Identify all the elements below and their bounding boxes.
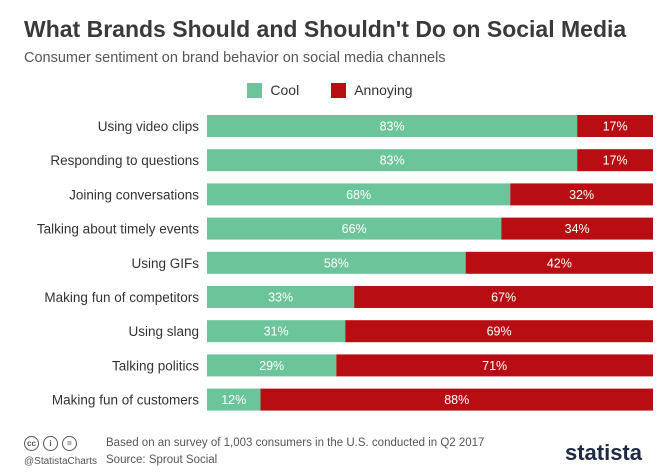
footer: cc i = @StatistaCharts Based on an surve… (24, 434, 644, 468)
data-label-cool: 83% (380, 120, 405, 134)
data-label-annoying: 17% (603, 154, 628, 168)
legend-label-cool: Cool (270, 82, 300, 98)
source-text: Source: Sprout Social (106, 454, 218, 466)
bar-annoying (260, 388, 653, 411)
data-label-cool: 33% (268, 291, 293, 305)
data-label-cool: 68% (346, 188, 371, 202)
category-label: Making fun of competitors (44, 290, 199, 305)
bar-cool (207, 115, 578, 137)
chart-title: What Brands Should and Shouldn't Do on S… (24, 16, 627, 42)
data-label-cool: 12% (221, 393, 246, 407)
category-label: Talking about timely events (37, 222, 199, 237)
legend-swatch-annoying (331, 82, 347, 98)
bar-cool (207, 183, 511, 206)
legend-label-annoying: Annoying (354, 82, 413, 98)
data-label-cool: 31% (264, 325, 289, 339)
data-label-cool: 83% (380, 154, 405, 168)
chart-subtitle: Consumer sentiment on brand behavior on … (24, 50, 446, 66)
data-label-annoying: 88% (444, 393, 469, 407)
bar-cool (207, 388, 261, 411)
category-label: Talking politics (112, 358, 199, 373)
legend: Cool Annoying (0, 82, 660, 98)
data-label-cool: 58% (324, 256, 349, 270)
data-label-annoying: 17% (603, 120, 628, 134)
bar-annoying (577, 149, 653, 172)
license-icons: cc i = (24, 436, 81, 451)
attribution-icon: i (43, 436, 58, 451)
bar-annoying (501, 217, 653, 240)
category-label: Using GIFs (131, 256, 199, 271)
data-label-annoying: 71% (482, 359, 507, 373)
bar-annoying (577, 115, 653, 137)
category-label: Using video clips (98, 119, 200, 134)
data-label-annoying: 34% (565, 222, 590, 236)
category-label: Using slang (128, 324, 199, 339)
legend-item-cool: Cool (247, 82, 299, 98)
bar-cool (207, 251, 466, 274)
bar-chart: Using video clips 83% 17% Responding to que… (37, 115, 653, 411)
bar-annoying (510, 183, 653, 206)
data-label-cool: 66% (342, 222, 367, 236)
creative-commons-icon: cc (24, 436, 39, 451)
data-label-annoying: 42% (547, 256, 572, 270)
no-derivatives-icon: = (62, 436, 77, 451)
category-label: Joining conversations (69, 187, 199, 202)
data-label-cool: 29% (259, 359, 284, 373)
data-label-annoying: 69% (487, 325, 512, 339)
bar-cool (207, 286, 355, 308)
bar-annoying (345, 320, 653, 343)
bar-annoying (465, 251, 653, 274)
survey-note: Based on an survey of 1,003 consumers in… (106, 437, 485, 449)
bar-cool (207, 354, 337, 377)
bar-cool (207, 320, 346, 343)
bar-annoying (354, 286, 653, 308)
data-label-annoying: 32% (569, 188, 594, 202)
statista-logo: statista (564, 440, 642, 465)
category-label: Responding to questions (50, 153, 199, 168)
legend-swatch-cool (247, 82, 263, 98)
legend-item-annoying: Annoying (331, 82, 413, 98)
bar-annoying (336, 354, 653, 377)
category-label: Making fun of customers (52, 393, 199, 408)
data-label-annoying: 67% (491, 291, 516, 305)
bar-cool (207, 217, 502, 240)
bar-cool (207, 149, 578, 172)
statista-handle: @StatistaCharts (24, 456, 97, 467)
